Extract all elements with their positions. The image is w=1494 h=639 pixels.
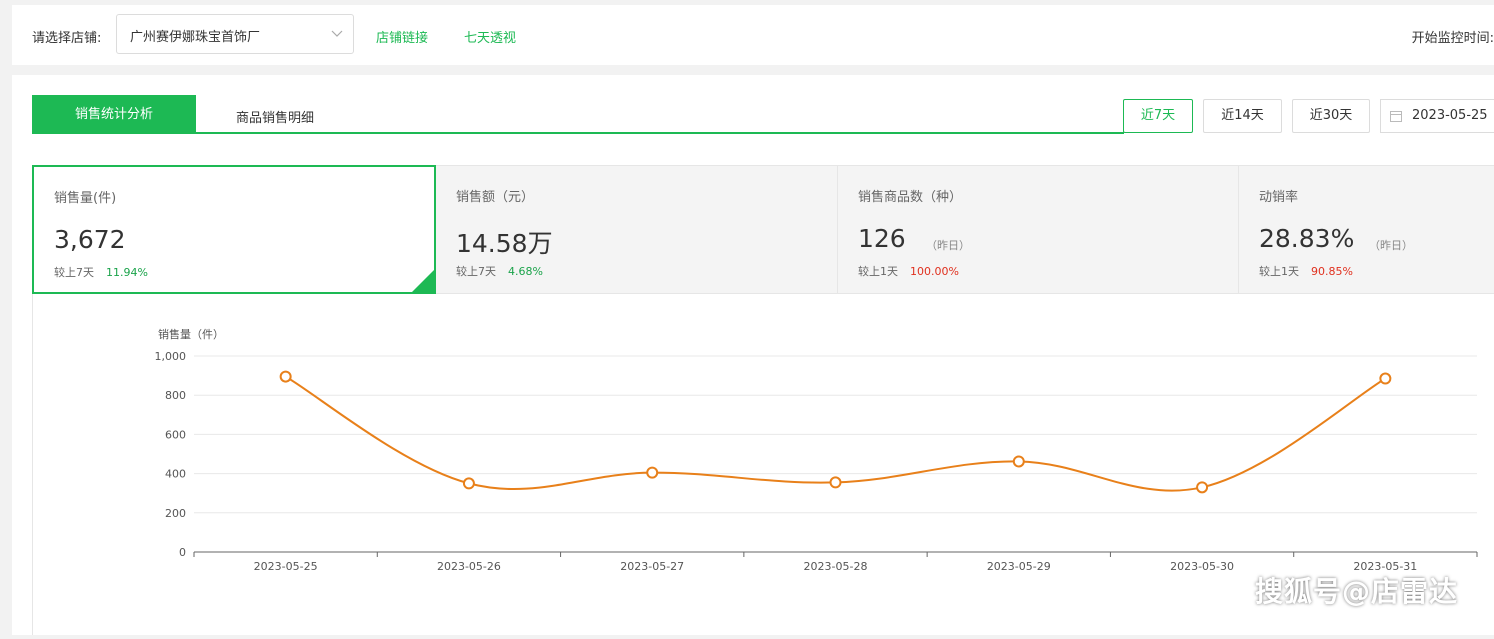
- data-point: [646, 466, 659, 479]
- y-tick-label: 800: [165, 389, 186, 402]
- store-link[interactable]: 店铺链接: [376, 31, 429, 46]
- tab-sales-analysis[interactable]: 销售统计分析: [32, 95, 196, 134]
- chevron-down-icon: [331, 30, 343, 37]
- data-point: [1012, 455, 1025, 468]
- kpi-row: 销售量(件) 3,672 较上7天 11.94% 销售额（元） 14.58万 较上…: [32, 165, 1494, 295]
- store-select[interactable]: 广州赛伊娜珠宝首饰厂: [116, 14, 354, 54]
- x-tick-label: 2023-05-26: [437, 560, 501, 573]
- y-axis-label: 销售量（件）: [158, 327, 224, 341]
- kpi-compare-label: 较上7天: [54, 266, 94, 279]
- y-tick-label: 400: [165, 468, 186, 481]
- seven-day-view-link[interactable]: 七天透视: [464, 31, 517, 46]
- kpi-value: 14.58万: [456, 229, 553, 258]
- date-value: 2023-05-25: [1412, 108, 1488, 123]
- kpi-compare-label: 较上1天: [858, 265, 898, 278]
- kpi-title: 销售量(件): [54, 191, 117, 206]
- data-point: [829, 476, 842, 489]
- watermark: 搜狐号@店雷达: [1255, 575, 1459, 608]
- kpi-title: 销售商品数（种）: [858, 190, 963, 205]
- data-point: [279, 370, 292, 383]
- kpi-compare-value: 11.94%: [106, 266, 148, 279]
- store-select-value: 广州赛伊娜珠宝首饰厂: [130, 30, 261, 45]
- y-tick-label: 200: [165, 507, 186, 520]
- data-point: [1379, 372, 1392, 385]
- x-tick-label: 2023-05-25: [254, 560, 318, 573]
- data-point: [462, 477, 475, 490]
- selected-corner-marker: [410, 268, 436, 294]
- kpi-note: （昨日）: [926, 239, 970, 252]
- monitor-start-label: 开始监控时间:: [1411, 31, 1494, 46]
- x-tick-label: 2023-05-28: [804, 560, 868, 573]
- kpi-title: 销售额（元）: [456, 190, 535, 205]
- kpi-products-sold[interactable]: 销售商品数（种） 126 （昨日） 较上1天 100.00%: [838, 165, 1239, 294]
- x-tick-label: 2023-05-29: [987, 560, 1051, 573]
- kpi-sales-amount[interactable]: 销售额（元） 14.58万 较上7天 4.68%: [436, 165, 838, 294]
- kpi-value: 3,672: [54, 225, 126, 254]
- sales-volume-line-chart: 销售量（件） 0 200 400 600 800 1,000 2023-05-25 2023-0…: [155, 327, 1478, 573]
- x-tick-label: 2023-05-30: [1170, 560, 1234, 573]
- tab-product-details[interactable]: 商品销售明细: [236, 111, 315, 126]
- kpi-compare-label: 较上7天: [456, 265, 496, 278]
- kpi-compare-label: 较上1天: [1259, 265, 1299, 278]
- kpi-compare-value: 90.85%: [1311, 265, 1353, 278]
- kpi-title: 动销率: [1259, 190, 1299, 205]
- kpi-note: （昨日）: [1369, 239, 1413, 252]
- chart-area: 销售量（件） 0 200 400 600 800 1,000 2023-05-25 2023-0…: [32, 294, 1494, 635]
- y-tick-label: 0: [179, 546, 186, 559]
- x-tick-label: 2023-05-31: [1353, 560, 1417, 573]
- kpi-value: 126: [858, 224, 906, 253]
- range-30-days-button[interactable]: 近30天: [1292, 99, 1370, 133]
- main-panel: 销售统计分析 商品销售明细 近7天 近14天 近30天 2023-05-25 销…: [12, 75, 1494, 635]
- date-picker[interactable]: 2023-05-25: [1380, 99, 1494, 133]
- x-tick-label: 2023-05-27: [620, 560, 684, 573]
- kpi-sales-volume[interactable]: 销售量(件) 3,672 较上7天 11.94%: [32, 165, 436, 294]
- y-tick-label: 600: [165, 428, 186, 441]
- y-tick-label: 1,000: [155, 350, 187, 363]
- range-7-days-button[interactable]: 近7天: [1123, 99, 1193, 133]
- store-label: 请选择店铺:: [32, 31, 102, 46]
- tab-underline: [32, 132, 1124, 134]
- data-point: [1196, 481, 1209, 494]
- range-14-days-button[interactable]: 近14天: [1203, 99, 1282, 133]
- kpi-value: 28.83%: [1259, 224, 1355, 253]
- top-bar: 请选择店铺: 广州赛伊娜珠宝首饰厂 店铺链接 七天透视 开始监控时间:: [12, 5, 1494, 65]
- calendar-icon: [1390, 111, 1402, 122]
- kpi-sell-through-rate[interactable]: 动销率 28.83% （昨日） 较上1天 90.85%: [1239, 165, 1494, 294]
- kpi-compare-value: 4.68%: [508, 265, 543, 278]
- kpi-compare-value: 100.00%: [910, 265, 959, 278]
